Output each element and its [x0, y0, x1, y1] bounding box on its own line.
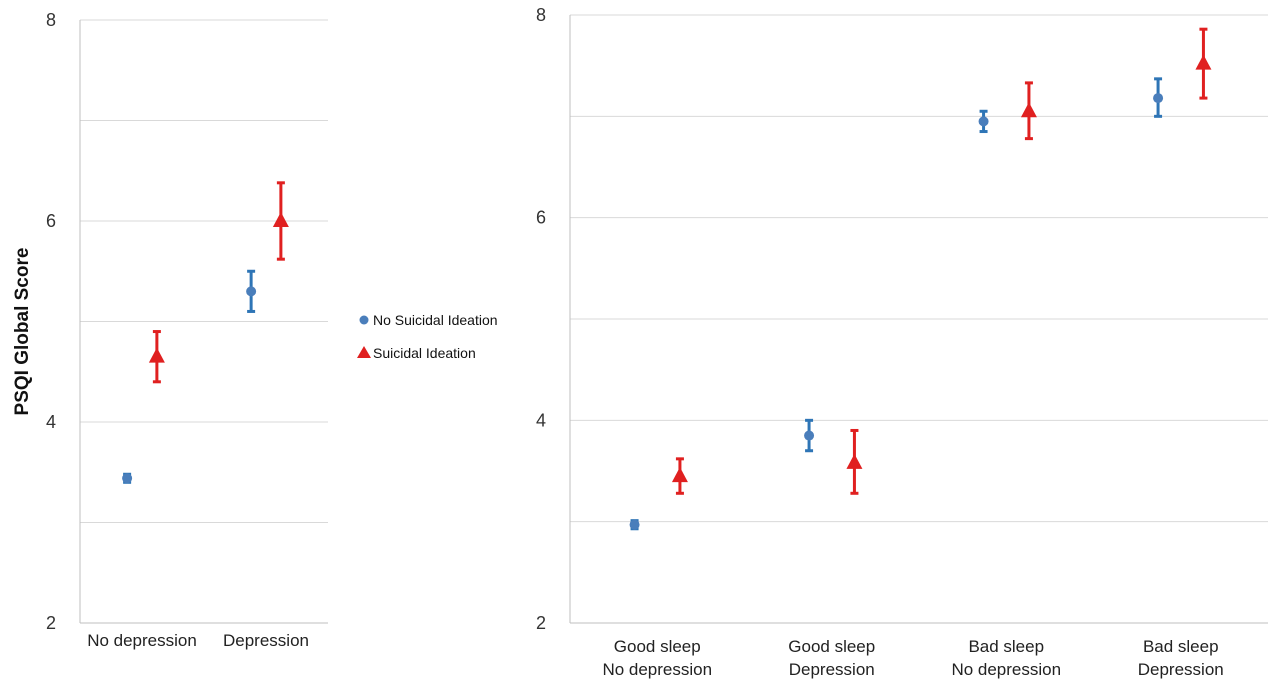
- data-point-suicidal-ideation: [1195, 54, 1212, 70]
- y-tick-label: 2: [46, 613, 56, 633]
- data-point-suicidal-ideation: [671, 467, 688, 483]
- y-tick-label: 6: [536, 208, 546, 228]
- data-point-suicidal-ideation: [846, 453, 863, 469]
- legend-triangle-icon: [357, 346, 371, 358]
- data-point-no-suicidal-ideation: [804, 430, 815, 441]
- y-tick-label: 6: [46, 211, 56, 231]
- y-tick-label: 4: [536, 410, 546, 430]
- x-tick-label: Bad sleep: [1143, 637, 1219, 656]
- x-tick-label: No depression: [951, 660, 1061, 679]
- y-tick-label: 8: [46, 10, 56, 30]
- x-tick-label: Depression: [789, 660, 875, 679]
- y-tick-label: 8: [536, 5, 546, 25]
- data-point-no-suicidal-ideation: [978, 116, 989, 127]
- x-tick-label: No depression: [602, 660, 712, 679]
- x-tick-label: Depression: [223, 631, 309, 650]
- data-point-suicidal-ideation: [1020, 102, 1037, 118]
- data-point-suicidal-ideation: [272, 212, 289, 227]
- data-point-no-suicidal-ideation: [246, 286, 257, 297]
- data-point-suicidal-ideation: [148, 347, 165, 363]
- x-tick-label: No depression: [87, 631, 197, 650]
- data-point-no-suicidal-ideation: [629, 519, 640, 530]
- x-tick-label: Good sleep: [788, 637, 875, 656]
- x-tick-label: Bad sleep: [968, 637, 1044, 656]
- data-point-no-suicidal-ideation: [122, 473, 133, 484]
- y-axis-label: PSQI Global Score: [12, 248, 33, 416]
- data-point-no-suicidal-ideation: [1153, 93, 1164, 104]
- y-tick-label: 4: [46, 412, 56, 432]
- chart-panel-2: 2 4 6 8 Good sleep No depression Good sleep Dep…: [536, 5, 1268, 679]
- legend-label: Suicidal Ideation: [373, 345, 476, 361]
- y-tick-label: 2: [536, 613, 546, 633]
- x-tick-label: Good sleep: [614, 637, 701, 656]
- legend-label: No Suicidal Ideation: [373, 312, 498, 328]
- chart-panel-1: 2 4 6 8 PSQI Global Score No depression Depres…: [12, 10, 328, 650]
- legend: No Suicidal Ideation Suicidal Ideation: [357, 312, 498, 361]
- x-tick-label: Depression: [1138, 660, 1224, 679]
- legend-circle-icon: [359, 315, 369, 325]
